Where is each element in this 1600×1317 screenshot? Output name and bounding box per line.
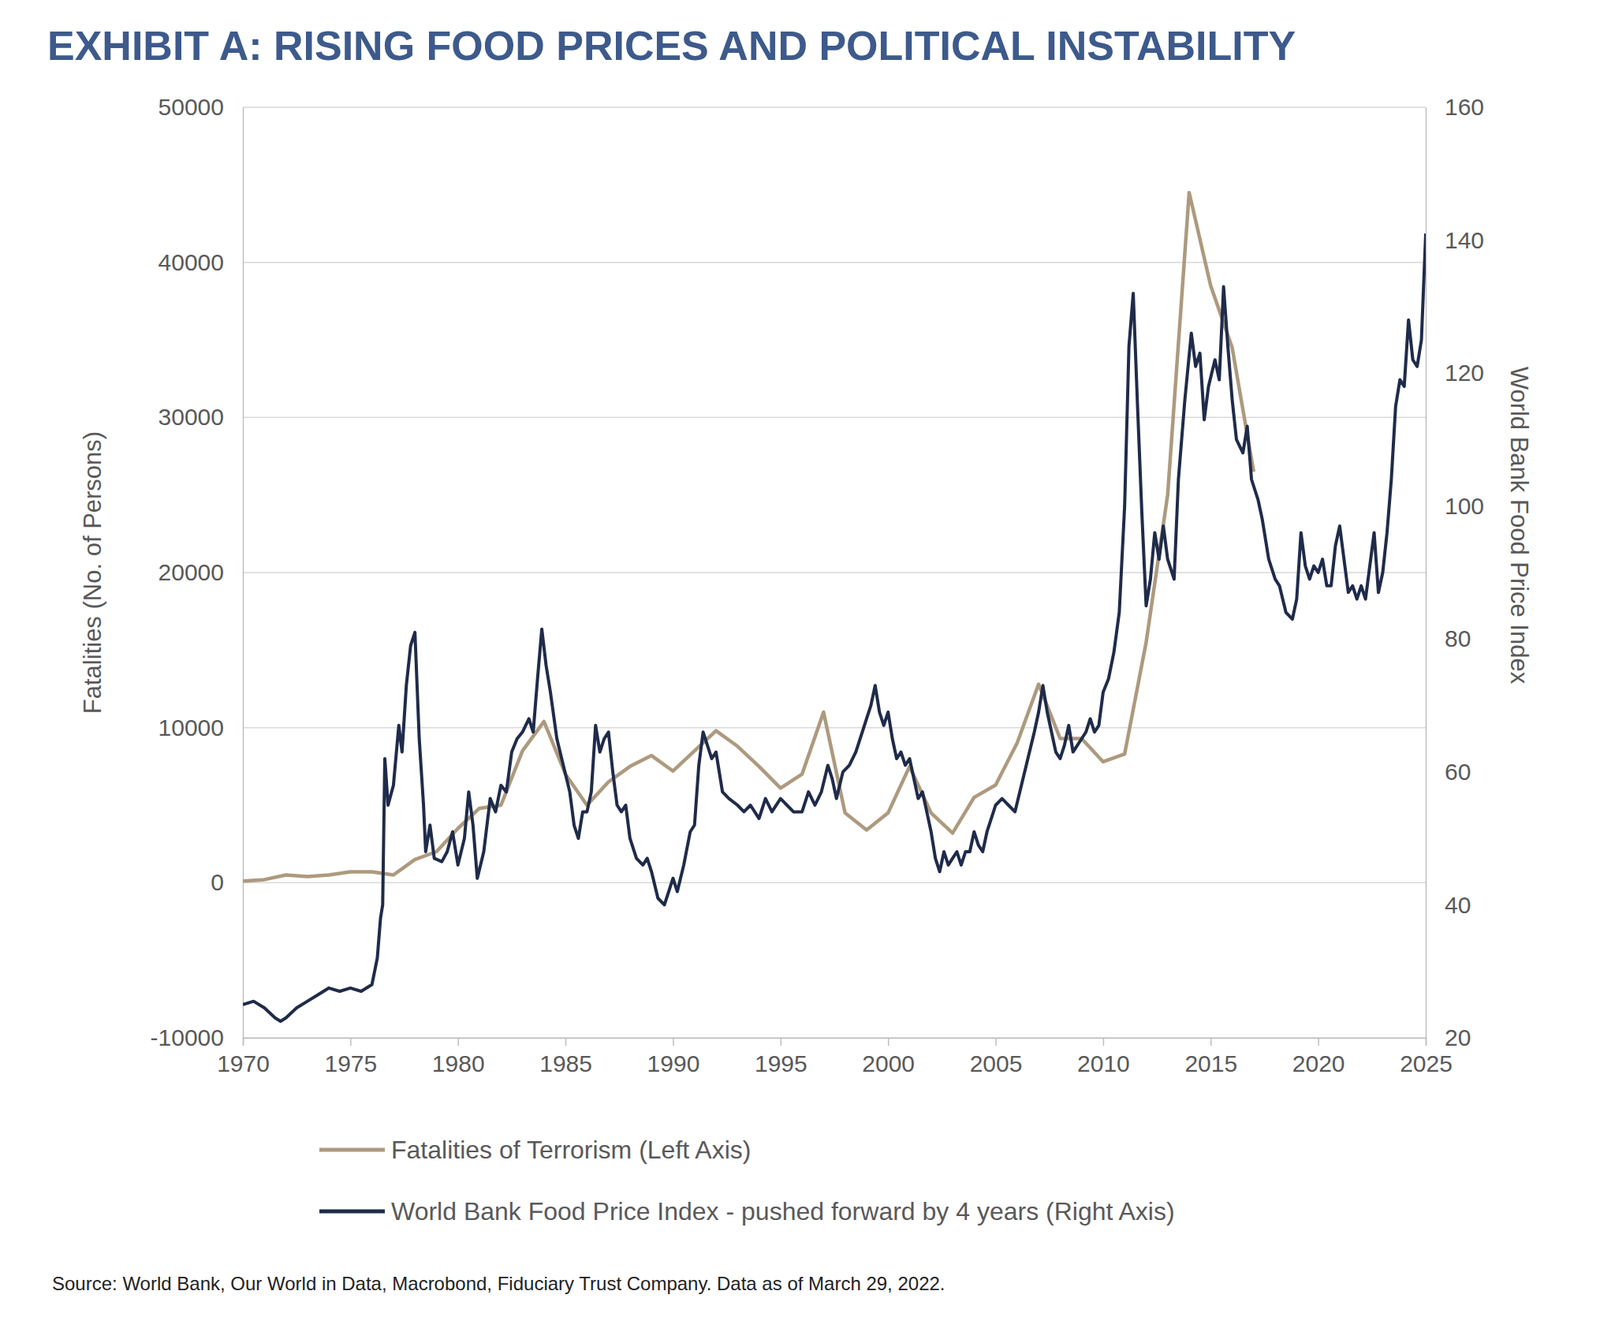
tick-mark (1425, 1037, 1428, 1046)
tick-label: 60 (1444, 758, 1471, 785)
tick-label: 1990 (647, 1050, 701, 1077)
grid-line (242, 571, 1426, 574)
tick: -10000 (150, 1024, 243, 1051)
tick-mark (1210, 1037, 1213, 1046)
tick-label: 20 (1444, 1024, 1471, 1051)
tick-label: 2005 (969, 1050, 1023, 1077)
tick-label: 2025 (1399, 1050, 1453, 1077)
title: EXHIBIT A: RISING FOOD PRICES AND POLITI… (47, 22, 1296, 69)
tick-label: 50000 (158, 93, 224, 120)
tick-label: 100 (1444, 492, 1485, 519)
tick-label: 120 (1444, 359, 1485, 386)
tick-label: 40000 (158, 249, 224, 276)
tick: 120 (1425, 359, 1485, 386)
tick-label: 40 (1444, 891, 1471, 918)
source-note: Source: World Bank, Our World in Data, M… (52, 1272, 946, 1295)
x-axis: 1970 1975 1980 1985 1990 1995 2000 2005 2010 2015… (216, 1037, 1453, 1077)
tick-label: 80 (1444, 625, 1471, 652)
grid-line (242, 417, 1426, 419)
legend-label: World Bank Food Price Index - pushed for… (391, 1197, 1175, 1226)
tick-mark (242, 1037, 245, 1046)
grid-line (242, 106, 1426, 109)
tick-label: 1985 (539, 1050, 593, 1077)
tick-label: 2020 (1292, 1050, 1346, 1077)
tick-label: 160 (1444, 93, 1485, 120)
tick: 60 (1425, 758, 1471, 785)
tick-label: 10000 (158, 714, 224, 741)
tick: 40 (1425, 891, 1471, 918)
y-axis-title: Fatalities (No. of Persons) (78, 431, 107, 714)
tick-label: 140 (1444, 227, 1485, 254)
tick-mark (887, 1037, 890, 1046)
tick: 2000 (861, 1037, 915, 1077)
y2-axis-title: World Bank Food Price Index (1505, 366, 1533, 685)
tick: 2010 (1077, 1037, 1131, 1077)
legend-swatch (319, 1209, 385, 1214)
axis-line (243, 1038, 1427, 1047)
tick-label: 1970 (216, 1050, 270, 1077)
axis-line (242, 108, 245, 1039)
tick: 1990 (647, 1037, 701, 1077)
tick-label: 20000 (158, 559, 224, 586)
tick-label: 2010 (1077, 1050, 1131, 1077)
legend-label: Fatalities of Terrorism (Left Axis) (391, 1135, 751, 1164)
tick: 1970 (216, 1037, 270, 1077)
tick-mark (565, 1037, 567, 1046)
tick-label: -10000 (150, 1024, 224, 1051)
y-axis: -10000 0 10000 20000 30000 40000 50000 (150, 93, 244, 1051)
tick-label: 2015 (1184, 1050, 1238, 1077)
tick: 80 (1425, 625, 1471, 652)
tick: 0 (210, 868, 243, 896)
chart: EXHIBIT A: RISING FOOD PRICES AND POLITI… (0, 0, 1600, 1317)
tick-mark (1317, 1037, 1320, 1046)
tick-mark (672, 1037, 675, 1046)
tick-label: 1995 (754, 1050, 808, 1077)
tick: 140 (1425, 227, 1485, 254)
series-line (242, 233, 1426, 1022)
grid (242, 107, 1426, 1038)
tick: 2005 (969, 1037, 1023, 1077)
tick-mark (457, 1037, 459, 1046)
tick: 1985 (539, 1037, 593, 1077)
tick: 100 (1425, 492, 1485, 519)
tick: 20 (1425, 1024, 1471, 1051)
tick: 40000 (158, 249, 243, 276)
tick: 1975 (324, 1037, 377, 1077)
tick: 20000 (158, 559, 243, 586)
tick: 50000 (158, 93, 243, 120)
tick-mark (780, 1037, 783, 1046)
plot-area (242, 192, 1426, 1022)
legend: Fatalities of Terrorism (Left Axis) World… (319, 1135, 1175, 1226)
tick-label: 1975 (324, 1050, 377, 1077)
tick-label: 1980 (432, 1050, 485, 1077)
tick-mark (1103, 1037, 1105, 1046)
y2-axis: 20 40 60 80 100 120 140 160 (1425, 93, 1485, 1051)
tick: 160 (1425, 93, 1485, 120)
grid-line (242, 261, 1426, 264)
tick: 2020 (1292, 1037, 1346, 1077)
tick: 10000 (158, 714, 243, 741)
tick-label: 30000 (158, 403, 224, 430)
tick-label: 2000 (861, 1050, 915, 1077)
tick: 1980 (432, 1037, 485, 1077)
tick: 1995 (754, 1037, 808, 1077)
tick-mark (350, 1037, 352, 1046)
tick-mark (995, 1037, 997, 1046)
grid-line (242, 882, 1426, 884)
legend-swatch (319, 1148, 385, 1153)
tick: 30000 (158, 403, 243, 430)
tick-label: 0 (210, 868, 224, 896)
tick: 2015 (1184, 1037, 1238, 1077)
